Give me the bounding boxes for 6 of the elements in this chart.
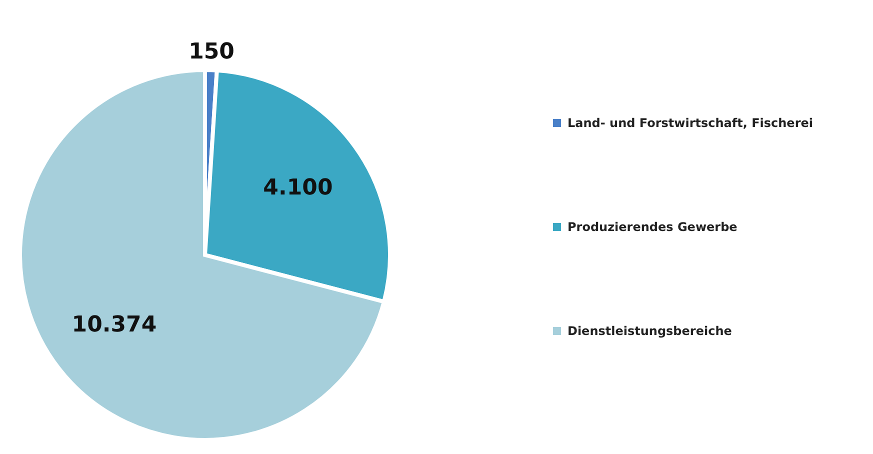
legend-label: Produzierendes Gewerbe (567, 220, 738, 234)
data-label: 4.100 (263, 175, 333, 200)
legend-label: Land- und Forstwirtschaft, Fischerei (567, 116, 813, 130)
data-label: 150 (188, 40, 235, 65)
data-label: 10.374 (72, 312, 157, 338)
legend-label: Dienstleistungsbereiche (567, 324, 732, 338)
